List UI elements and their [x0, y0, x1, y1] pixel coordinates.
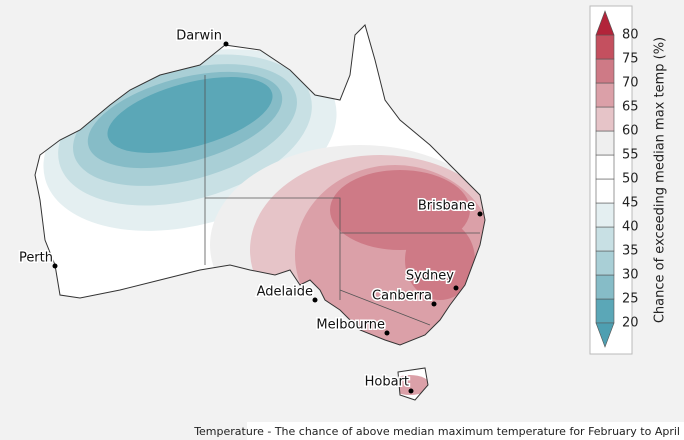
- city-label: Darwin: [176, 29, 222, 44]
- color-band: [595, 154, 615, 180]
- city-dot: [453, 285, 459, 291]
- tick-label: 75: [622, 52, 639, 67]
- city-label: Hobart: [365, 375, 409, 390]
- city-dot: [384, 330, 390, 336]
- tick-label: 70: [622, 76, 639, 91]
- state-borders: [204, 75, 480, 326]
- tick-label: 20: [622, 316, 639, 331]
- tick-label: 50: [622, 172, 639, 187]
- city-label: Adelaide: [257, 285, 313, 300]
- tick-label: 55: [622, 148, 639, 163]
- map-fill: [35, 25, 485, 400]
- legend: 20 25 30 35 40 45 50 55 60 65 70 75 80: [589, 5, 639, 355]
- color-band: [595, 58, 615, 84]
- color-band: [595, 130, 615, 156]
- city-label: Canberra: [372, 289, 432, 304]
- color-band: [595, 82, 615, 108]
- city-dot: [312, 297, 318, 303]
- color-band: [595, 34, 615, 60]
- caption-box: [247, 422, 684, 440]
- color-band: [595, 202, 615, 228]
- city-dot: [223, 41, 229, 47]
- cities: Darwin Perth Brisbane Adelaide Sydney Canberr…: [17, 27, 483, 394]
- color-band: [595, 226, 615, 252]
- tick-label: 45: [622, 196, 639, 211]
- tick-label: 80: [622, 28, 639, 43]
- city-label: Brisbane: [418, 199, 475, 214]
- tick-label: 35: [622, 244, 639, 259]
- below-arrow: [595, 322, 615, 348]
- city-dot: [408, 388, 414, 394]
- city-dot: [477, 211, 483, 217]
- city-dot: [431, 301, 437, 307]
- color-band: [595, 178, 615, 204]
- tick-label: 60: [622, 124, 639, 139]
- tick-label: 30: [622, 268, 639, 283]
- city-label: Perth: [19, 251, 53, 266]
- color-band: [595, 250, 615, 276]
- legend-label: Chance of exceeding median max temp (%): [653, 37, 668, 323]
- color-band: [595, 106, 615, 132]
- above-arrow: [595, 10, 615, 36]
- color-band: [595, 298, 615, 324]
- caption: Temperature - The chance of above median…: [193, 425, 680, 438]
- tick-label: 65: [622, 100, 639, 115]
- city-label: Melbourne: [316, 318, 385, 333]
- tick-label: 40: [622, 220, 639, 235]
- tick-label: 25: [622, 292, 639, 307]
- color-band: [595, 274, 615, 300]
- city-label: Sydney: [406, 269, 454, 284]
- coastline: [34, 24, 486, 401]
- city-dot: [52, 263, 58, 269]
